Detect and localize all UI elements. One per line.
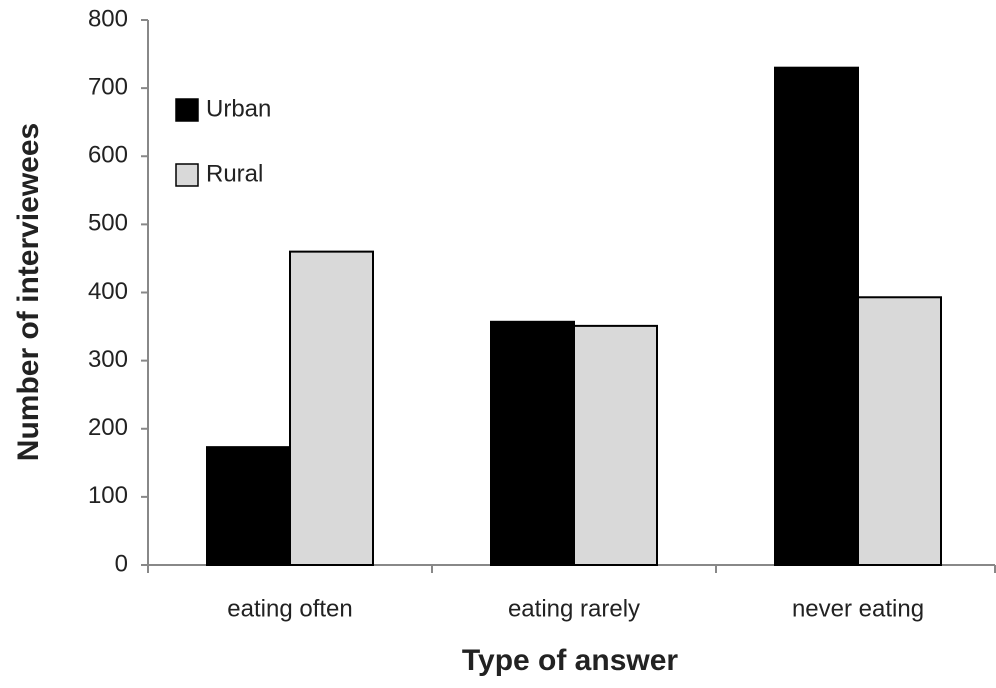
bar xyxy=(857,296,942,566)
y-tick-label: 300 xyxy=(88,346,128,373)
bar xyxy=(774,66,859,566)
legend-swatch xyxy=(175,98,199,122)
y-tick-label: 0 xyxy=(115,550,128,577)
x-tick-label: eating often xyxy=(227,595,352,622)
x-tick-label: eating rarely xyxy=(508,595,640,622)
bar xyxy=(289,250,374,566)
bar xyxy=(490,320,575,567)
bar xyxy=(206,446,291,566)
y-tick-label: 200 xyxy=(88,414,128,441)
legend-swatch xyxy=(175,163,199,187)
y-axis-title: Number of interviewees xyxy=(12,123,45,461)
x-axis-title: Type of answer xyxy=(462,644,678,677)
y-tick-label: 400 xyxy=(88,278,128,305)
y-tick-label: 500 xyxy=(88,210,128,237)
y-tick-label: 600 xyxy=(88,142,128,169)
legend-label: Urban xyxy=(206,95,271,122)
y-tick-label: 100 xyxy=(88,482,128,509)
x-tick-label: never eating xyxy=(792,595,924,622)
bar xyxy=(573,324,658,566)
legend-label: Rural xyxy=(206,160,263,187)
y-tick-label: 800 xyxy=(88,5,128,32)
y-tick-label: 700 xyxy=(88,73,128,100)
